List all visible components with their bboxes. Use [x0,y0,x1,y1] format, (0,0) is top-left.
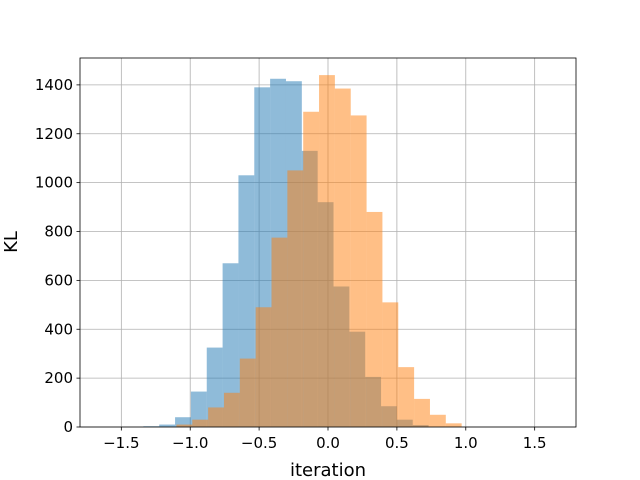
histogram-bar [382,302,399,427]
y-tick-label: 1200 [35,125,73,143]
y-tick-label: 1000 [35,174,73,192]
x-tick-label: −0.5 [241,434,277,452]
histogram-bar [445,423,462,427]
histogram-bar [192,419,209,427]
y-axis-label: KL [1,231,22,253]
histogram-bar [366,211,383,427]
x-tick-label: 0.5 [385,434,409,452]
histogram-bar [334,88,351,427]
y-tick-label: 0 [63,418,73,436]
y-tick-label: 800 [44,223,73,241]
y-tick-label: 200 [44,369,73,387]
histogram-bar [175,417,191,427]
histogram-bar [271,237,288,427]
histogram-bar [319,75,335,427]
histogram-bars [143,75,462,428]
histogram-bar [206,347,223,427]
histogram-bar [176,424,193,427]
histogram-bar [223,392,240,427]
axis-ticks: −1.5 −1.0 −0.5 0.0 0.5 1.0 1.5 0 200 400 600 800 100… [35,76,547,452]
x-tick-label: 1.0 [454,434,478,452]
histogram-bar [414,398,430,427]
y-tick-label: 600 [44,271,73,289]
histogram-bar [350,115,367,427]
histogram-bar [159,424,176,427]
histogram-bar [190,391,207,427]
y-tick-label: 400 [44,320,73,338]
histogram-bar [398,367,415,427]
x-tick-label: 1.5 [523,434,547,452]
histogram-bar [303,111,320,427]
x-axis-label: iteration [290,460,366,480]
histogram-bar [208,407,224,427]
histogram-series-2 [176,75,462,428]
x-tick-label: 0.0 [316,434,340,452]
histogram-bar [287,170,304,428]
histogram-bar [222,263,239,427]
histogram-bar [429,414,446,427]
x-tick-label: −1.5 [103,434,139,452]
histogram-bar [239,358,256,427]
histogram-bar [255,307,272,427]
y-tick-label: 1400 [35,76,73,94]
x-tick-label: −1.0 [172,434,208,452]
